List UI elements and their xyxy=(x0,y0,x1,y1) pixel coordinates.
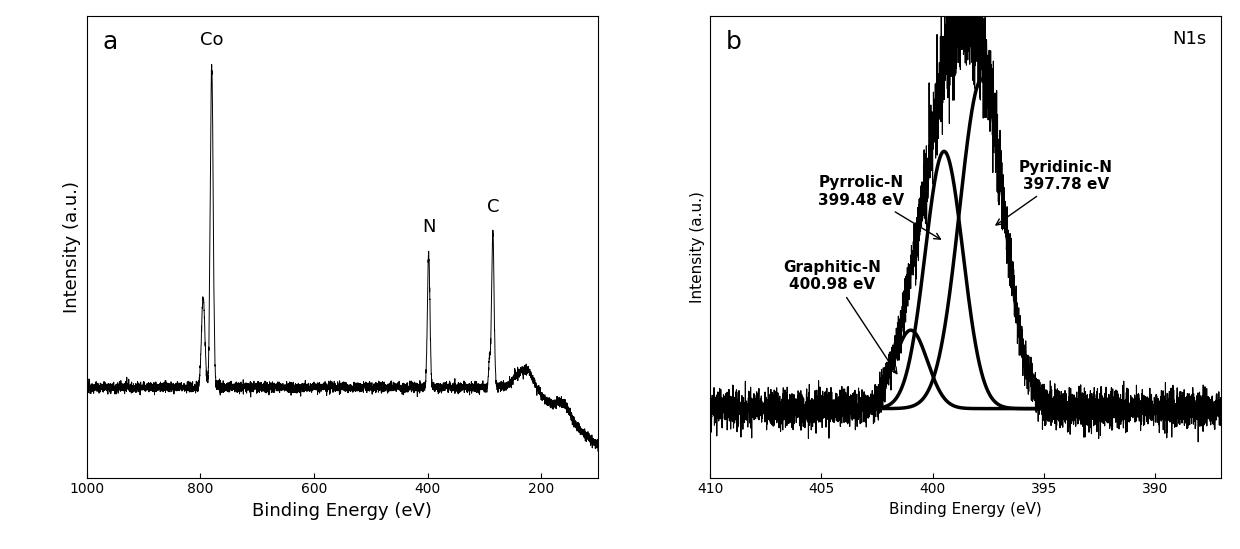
Text: C: C xyxy=(486,198,498,216)
Text: Pyrrolic-N
399.48 eV: Pyrrolic-N 399.48 eV xyxy=(818,175,940,239)
Text: Graphitic-N
400.98 eV: Graphitic-N 400.98 eV xyxy=(784,260,897,374)
Y-axis label: Intensity (a.u.): Intensity (a.u.) xyxy=(689,191,704,303)
Text: Pyridinic-N
397.78 eV: Pyridinic-N 397.78 eV xyxy=(996,160,1112,225)
Text: N1s: N1s xyxy=(1172,30,1207,48)
Text: a: a xyxy=(102,30,118,54)
X-axis label: Binding Energy (eV): Binding Energy (eV) xyxy=(889,502,1043,517)
Text: N: N xyxy=(422,218,435,236)
Y-axis label: Intensity (a.u.): Intensity (a.u.) xyxy=(63,181,82,313)
X-axis label: Binding Energy (eV): Binding Energy (eV) xyxy=(253,502,433,520)
Text: Co: Co xyxy=(200,31,223,49)
Text: b: b xyxy=(725,30,742,54)
